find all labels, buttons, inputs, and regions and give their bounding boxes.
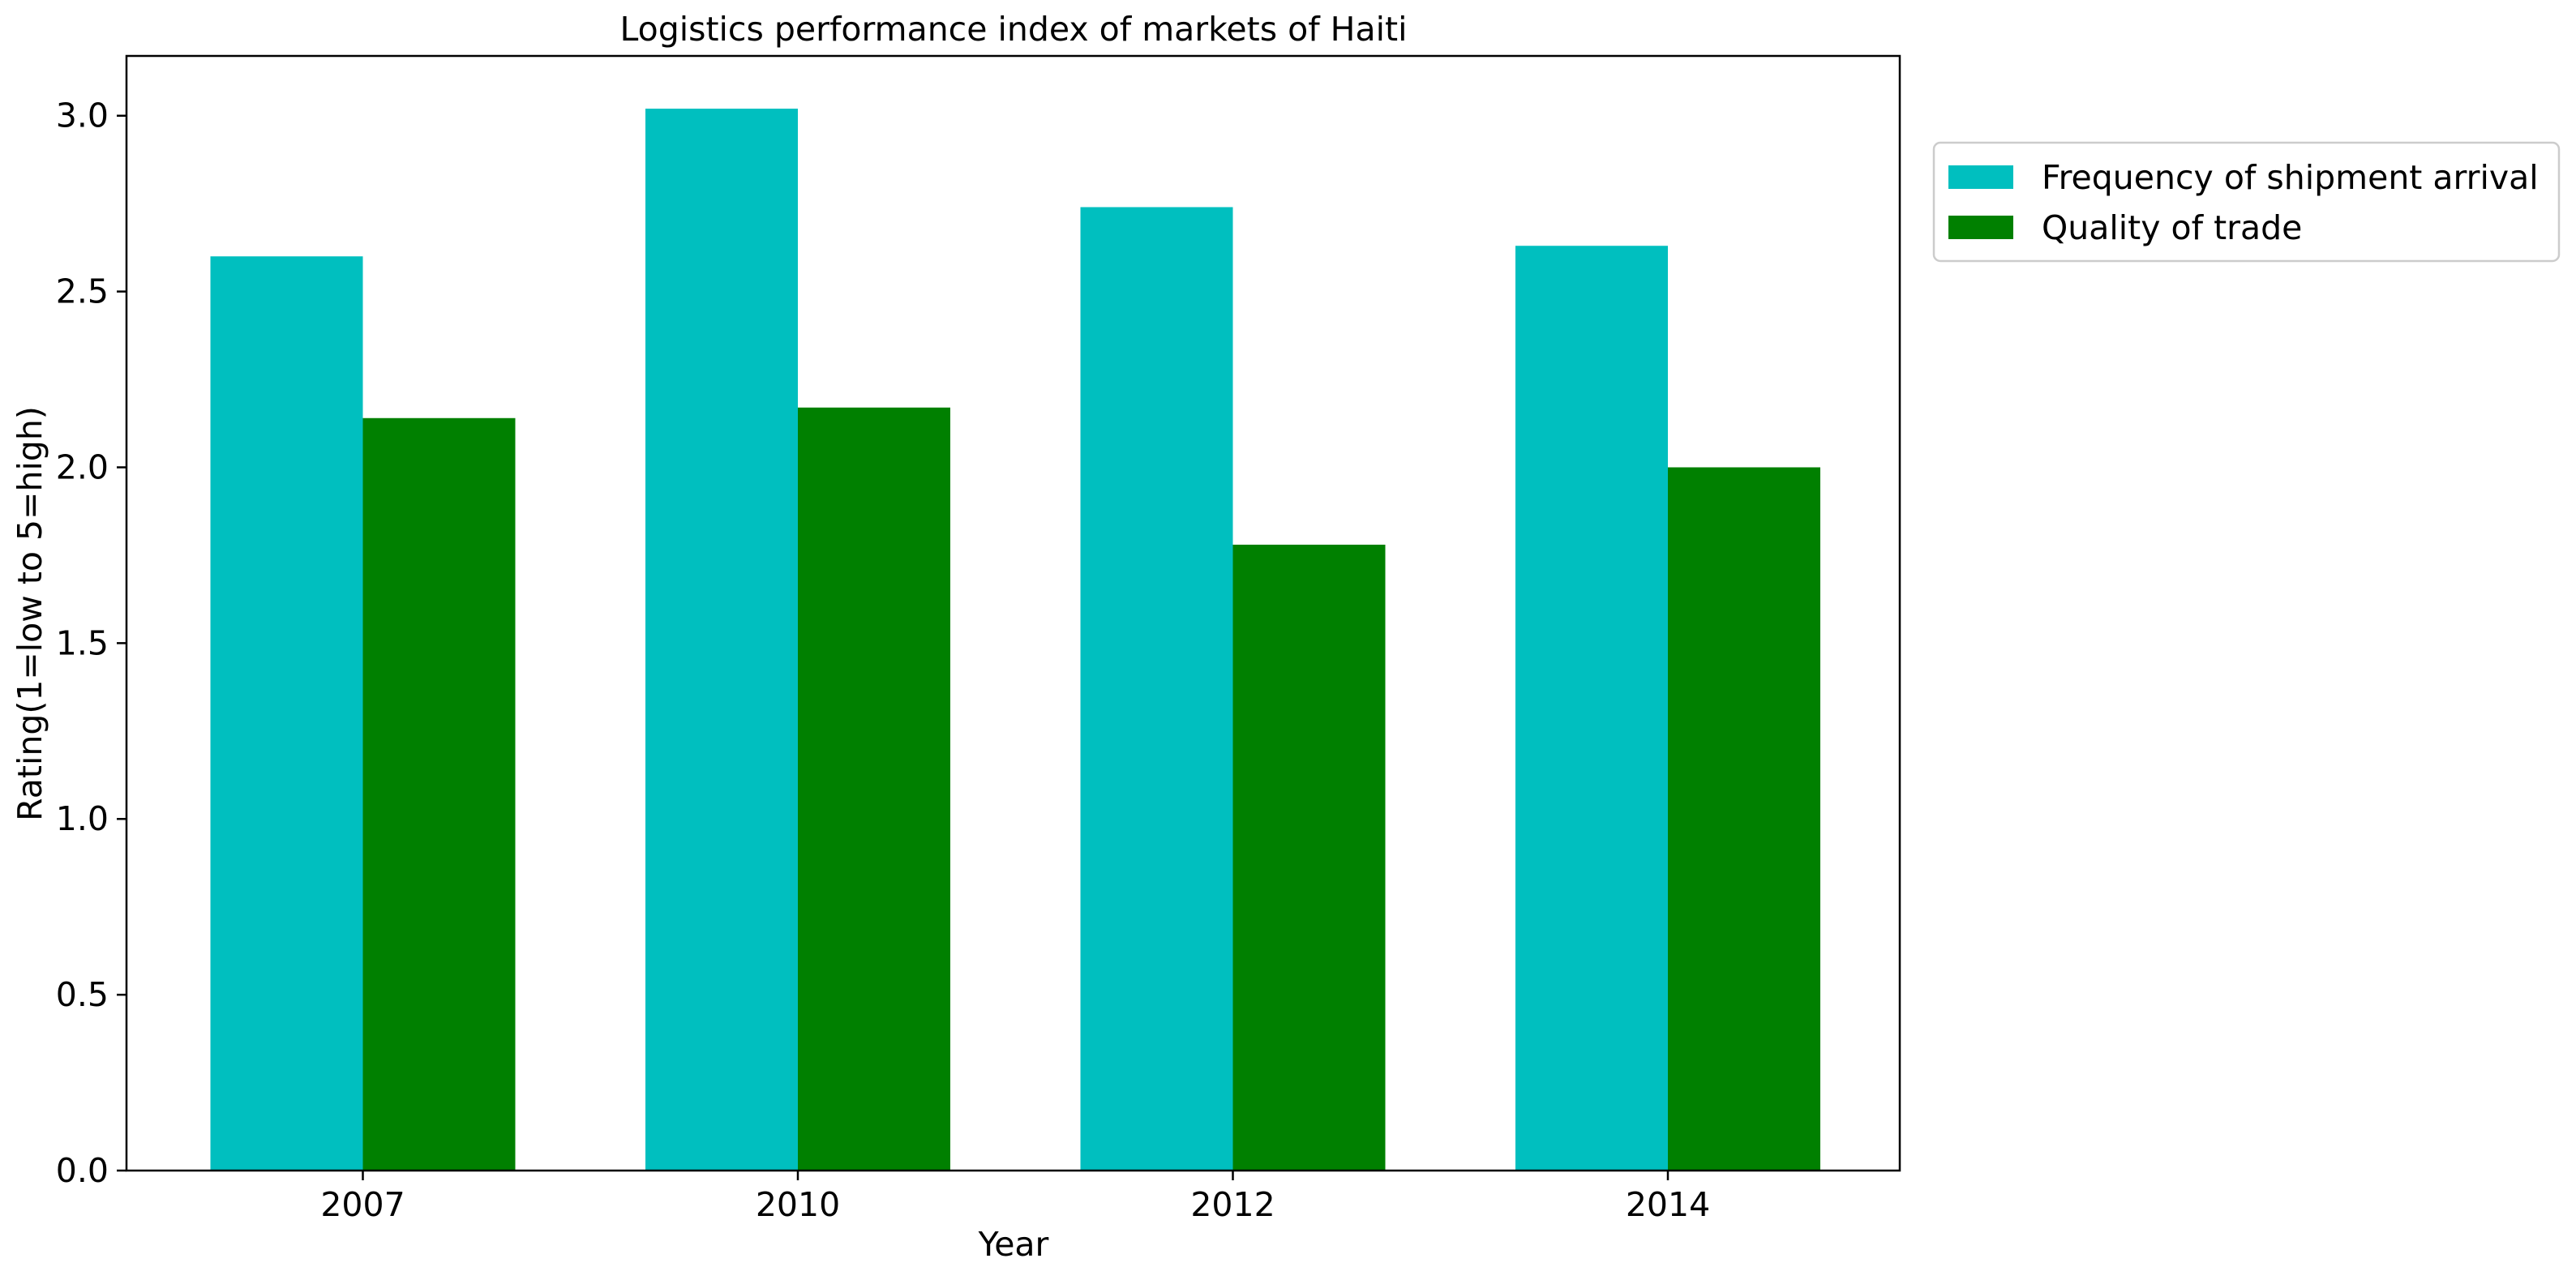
bar-quality-of-trade-2007 bbox=[362, 417, 516, 1171]
x-tick-label: 2010 bbox=[756, 1185, 840, 1224]
legend-swatch-frequency bbox=[1948, 165, 2013, 189]
bar-frequency-of-shipment-arrival-2010 bbox=[645, 109, 798, 1171]
plot-frame bbox=[125, 54, 1901, 1172]
legend: Frequency of shipment arrival Quality of… bbox=[1932, 141, 2561, 263]
legend-label-frequency: Frequency of shipment arrival bbox=[2042, 158, 2539, 197]
y-tick-label: 2.5 bbox=[56, 272, 109, 311]
y-tick-label: 0.5 bbox=[56, 975, 109, 1014]
x-tick-label: 2007 bbox=[320, 1185, 405, 1224]
y-axis-ticks: 0.0 0.5 1.0 1.5 2.0 2.5 3.0 bbox=[56, 96, 126, 1190]
bar-frequency-of-shipment-arrival-2014 bbox=[1515, 246, 1668, 1171]
legend-label-quality: Quality of trade bbox=[2042, 208, 2302, 247]
x-axis-ticks: 2007 2010 2012 2014 bbox=[320, 1171, 1710, 1224]
y-tick-label: 3.0 bbox=[56, 96, 109, 135]
bar-frequency-of-shipment-arrival-2012 bbox=[1080, 207, 1233, 1171]
legend-swatch-quality bbox=[1948, 216, 2013, 239]
chart-title: Logistics performance index of markets o… bbox=[619, 10, 1407, 49]
y-tick-label: 1.5 bbox=[56, 623, 109, 662]
bars-layer bbox=[210, 109, 1820, 1171]
x-tick-label: 2014 bbox=[1626, 1185, 1710, 1224]
y-tick-label: 2.0 bbox=[56, 447, 109, 486]
x-axis-label: Year bbox=[978, 1225, 1049, 1264]
bar-frequency-of-shipment-arrival-2007 bbox=[210, 256, 363, 1171]
bar-quality-of-trade-2012 bbox=[1232, 544, 1386, 1171]
x-tick-label: 2012 bbox=[1190, 1185, 1275, 1224]
bar-quality-of-trade-2014 bbox=[1668, 467, 1820, 1171]
y-tick-label: 0.0 bbox=[56, 1151, 109, 1190]
y-tick-label: 1.0 bbox=[56, 799, 109, 838]
bar-quality-of-trade-2010 bbox=[798, 407, 950, 1171]
y-axis-label: Rating(1=low to 5=high) bbox=[11, 406, 49, 821]
legend-box bbox=[1932, 141, 2561, 263]
